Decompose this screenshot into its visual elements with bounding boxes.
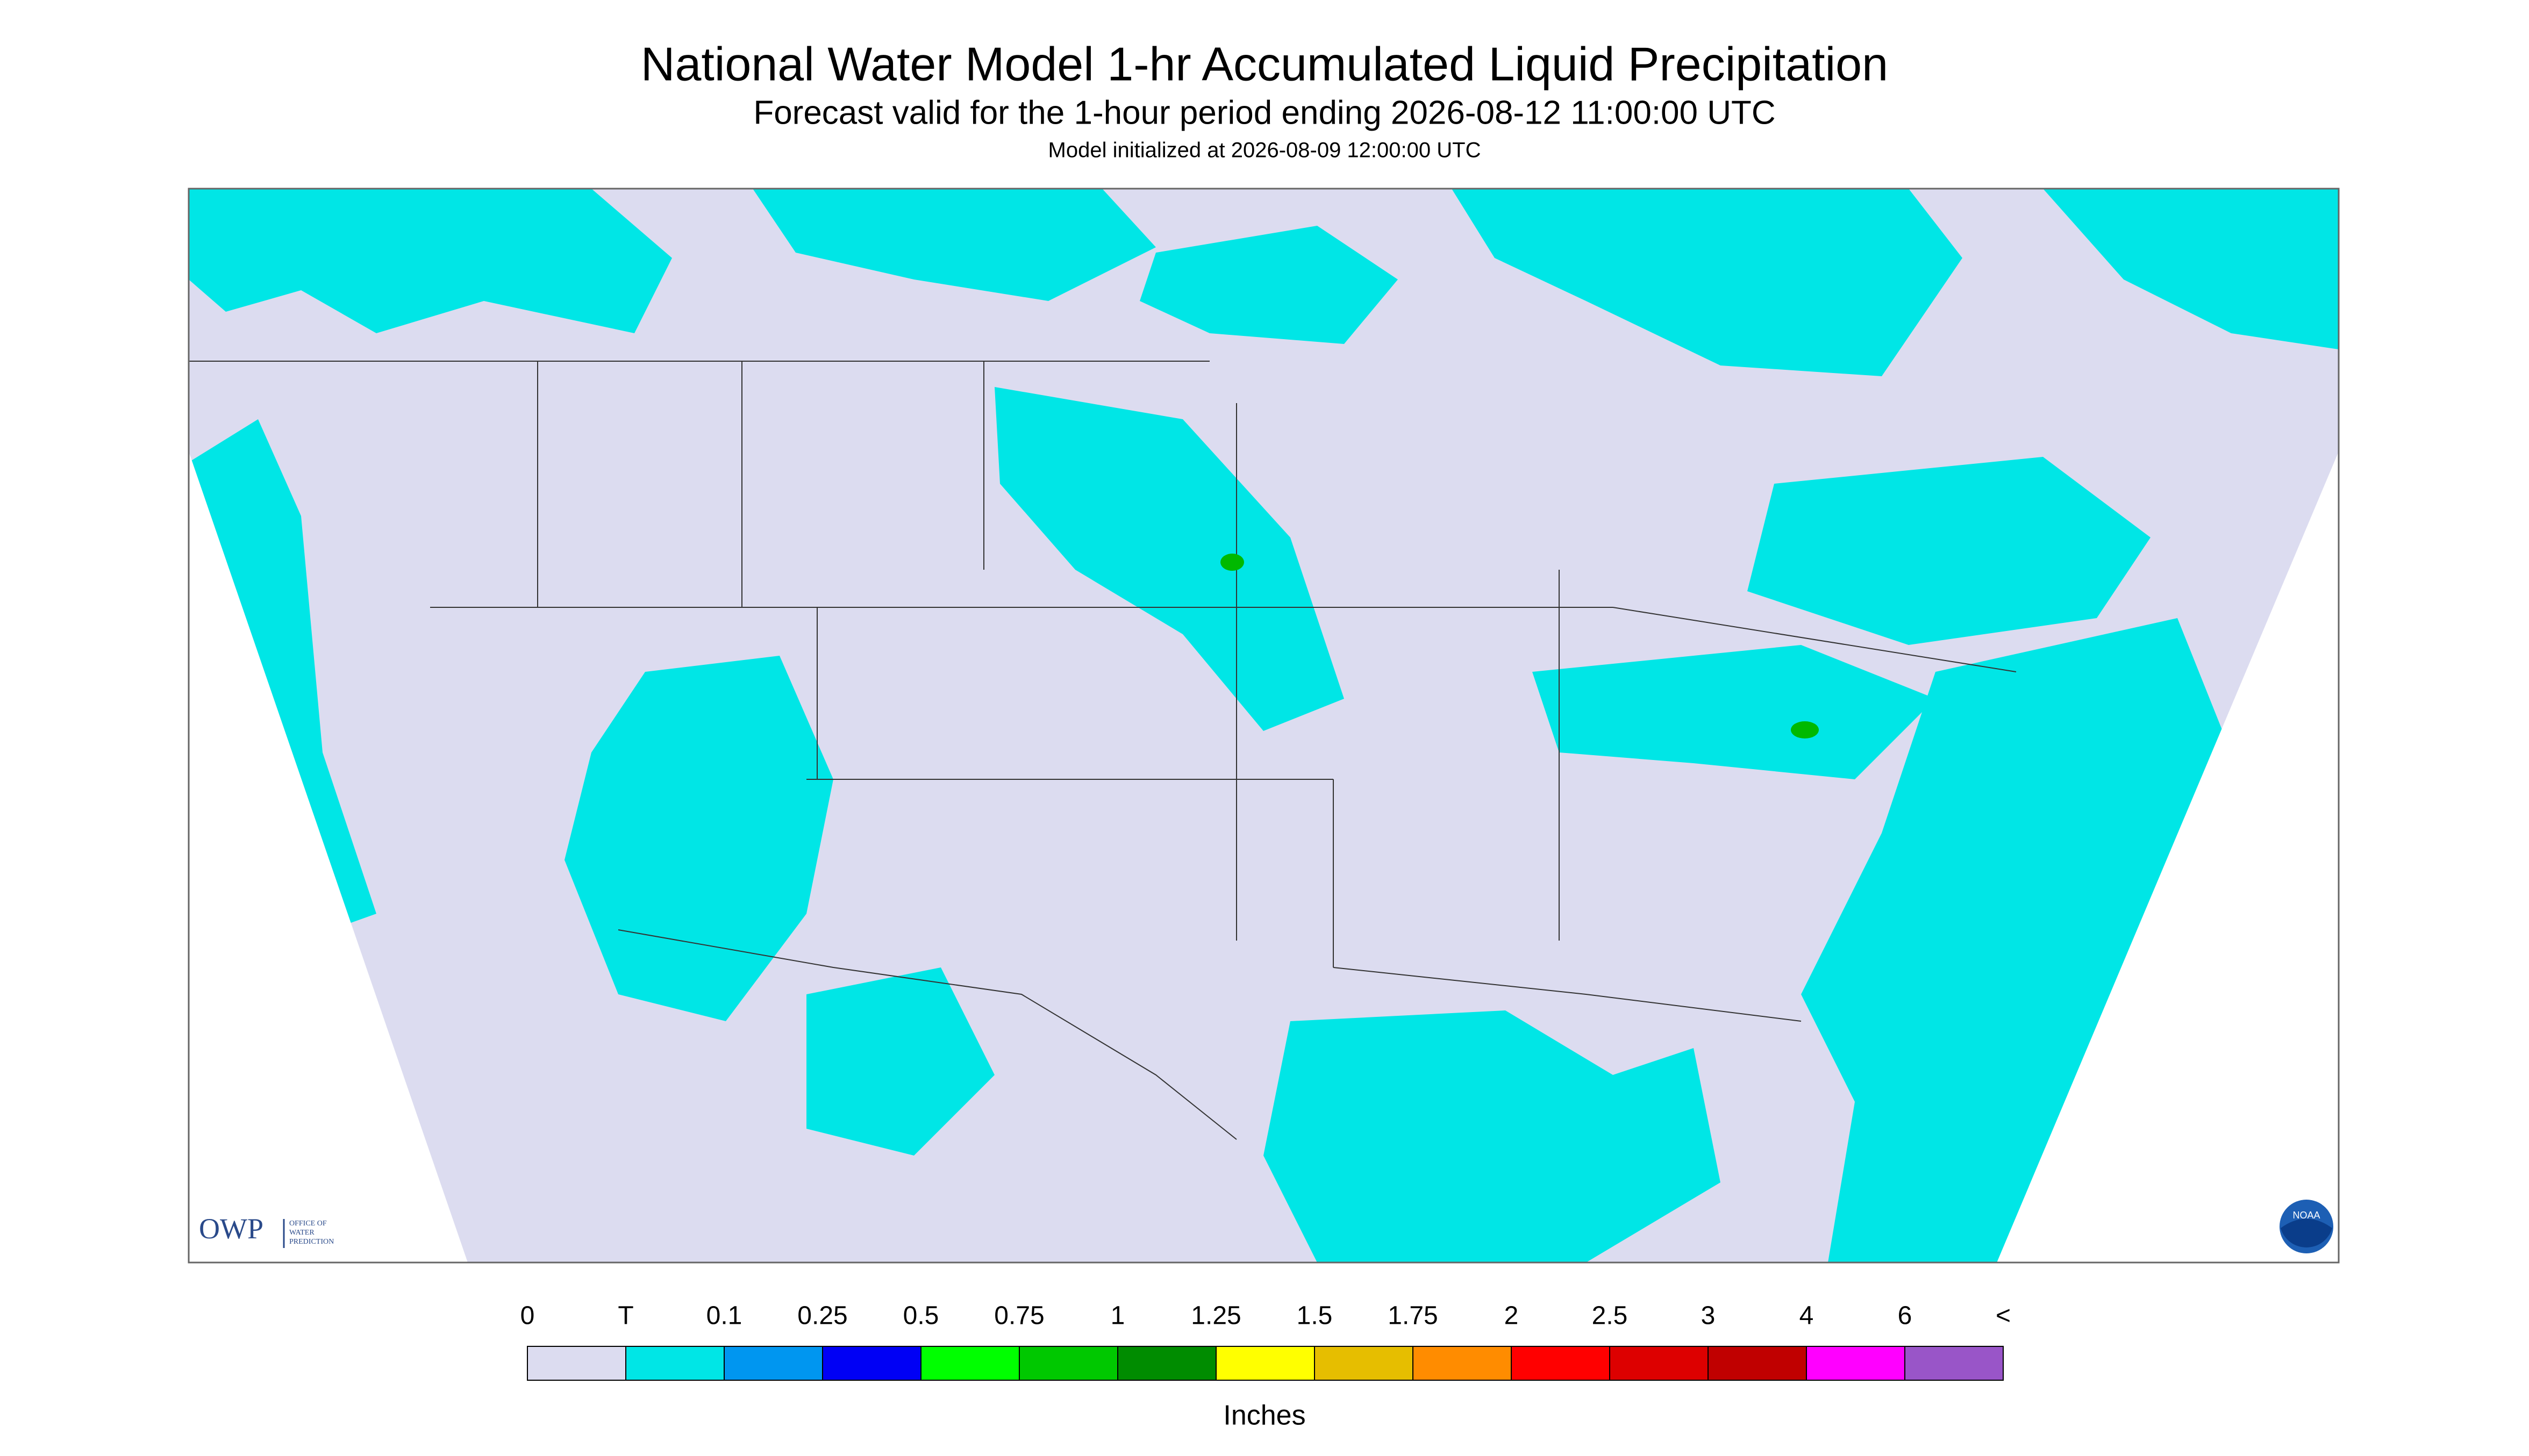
legend-label: 0 — [520, 1302, 535, 1330]
boundaries — [189, 361, 2017, 1140]
owp-logo: OWP OFFICE OF WATER PREDICTION — [199, 1213, 334, 1248]
legend-label: 2 — [1504, 1302, 1519, 1330]
legend-label: T — [618, 1302, 633, 1330]
legend-label: 0.5 — [903, 1302, 939, 1330]
precip-areas — [189, 189, 2339, 1263]
legend-label: 0.75 — [994, 1302, 1044, 1330]
legend-label: < — [1996, 1302, 2011, 1330]
legend-label: 1 — [1111, 1302, 1125, 1330]
legend: 0 T 0.1 0.25 0.5 0.75 1 1.25 1.5 1.75 2 2.5 3 4 6 < — [520, 1302, 2011, 1381]
title: National Water Model 1-hr Accumulated Li… — [641, 37, 1888, 90]
init-time: Model initialized at 2026-08-09 12:00:00… — [1048, 139, 1481, 162]
legend-label: 2.5 — [1592, 1302, 1628, 1330]
legend-swatch — [920, 1346, 1020, 1381]
legend-swatch — [1117, 1346, 1217, 1381]
legend-label: 1.5 — [1297, 1302, 1333, 1330]
legend-swatch — [1904, 1346, 2004, 1381]
owp-logo-line: PREDICTION — [289, 1238, 334, 1246]
map — [188, 188, 2340, 1264]
legend-label: 1.75 — [1388, 1302, 1438, 1330]
legend-swatch — [724, 1346, 823, 1381]
legend-swatch — [1708, 1346, 1807, 1381]
legend-swatch — [1216, 1346, 1315, 1381]
noaa-logo: NOAA — [2280, 1200, 2333, 1253]
owp-logo-text: OWP — [199, 1213, 263, 1245]
legend-label: 3 — [1701, 1302, 1716, 1330]
heavy-cells — [1220, 554, 1819, 738]
legend-swatch — [1806, 1346, 1905, 1381]
legend-swatch — [822, 1346, 921, 1381]
legend-swatch — [1314, 1346, 1413, 1381]
legend-label: 6 — [1898, 1302, 1912, 1330]
legend-label: 1.25 — [1191, 1302, 1241, 1330]
owp-logo-line: WATER — [289, 1229, 315, 1237]
legend-label: 0.1 — [706, 1302, 742, 1330]
legend-swatch — [1412, 1346, 1512, 1381]
legend-swatch — [527, 1346, 626, 1381]
subtitle: Forecast valid for the 1-hour period end… — [753, 94, 1775, 131]
legend-swatch — [1511, 1346, 1610, 1381]
legend-unit: Inches — [1223, 1400, 1305, 1431]
legend-label: 4 — [1799, 1302, 1814, 1330]
noaa-logo-text: NOAA — [2292, 1210, 2320, 1221]
legend-label: 0.25 — [797, 1302, 847, 1330]
map-frame — [188, 188, 2340, 1264]
legend-swatch — [625, 1346, 725, 1381]
legend-swatch — [1609, 1346, 1709, 1381]
legend-swatch — [1019, 1346, 1118, 1381]
owp-logo-line: OFFICE OF — [289, 1220, 327, 1228]
